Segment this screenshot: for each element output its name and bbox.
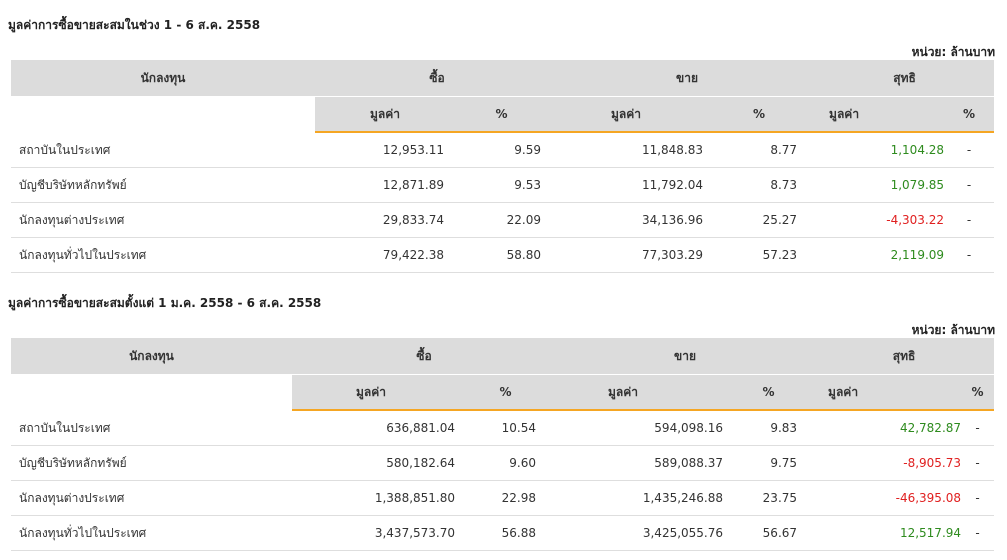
sell-percent: 9.83 (723, 410, 815, 446)
investor-header: นักลงทุน (11, 60, 315, 97)
table-row: นักลงทุนทั่วไปในประเทศ 3,437,573.70 56.8… (11, 515, 995, 551)
net-header: สุทธิ (814, 338, 995, 375)
net-value: 1,104.28 (815, 132, 945, 168)
net-percent: - (961, 515, 995, 551)
net-header: สุทธิ (815, 60, 995, 97)
net-percent: - (961, 445, 995, 481)
sell-percent: 8.73 (703, 167, 816, 203)
net-value: 1,079.85 (815, 167, 945, 203)
investor-name: บัญชีบริษัทหลักทรัพย์ (11, 167, 315, 203)
net-percent: - (961, 480, 995, 516)
buy-value: 12,953.11 (315, 132, 444, 168)
net-value: -46,395.08 (814, 480, 962, 516)
buy-percent: 9.53 (444, 167, 560, 203)
sell-header: ขาย (559, 60, 816, 97)
net-percent: - (944, 167, 995, 203)
buy-percent: 22.98 (455, 480, 557, 516)
investor-name: นักลงทุนทั่วไปในประเทศ (11, 237, 315, 273)
buy-value: 636,881.04 (292, 410, 455, 446)
net-value: 42,782.87 (814, 410, 962, 446)
sell-value: 11,792.04 (559, 167, 704, 203)
buy-percent-header: % (444, 96, 560, 133)
sell-percent: 57.23 (703, 237, 816, 273)
buy-value-header: มูลค่า (315, 96, 444, 133)
sell-value-header: มูลค่า (559, 96, 704, 133)
section-title: มูลค่าการซื้อขายสะสมตั้งแต่ 1 ม.ค. 2558 … (8, 296, 322, 310)
investor-name: สถาบันในประเทศ (11, 410, 292, 446)
table-row: สถาบันในประเทศ 12,953.11 9.59 11,848.83 … (11, 132, 995, 168)
sell-value: 11,848.83 (559, 132, 704, 168)
buy-value: 79,422.38 (315, 237, 444, 273)
sell-header: ขาย (556, 338, 815, 375)
table-row: นักลงทุนต่างประเทศ 1,388,851.80 22.98 1,… (11, 480, 995, 516)
sell-value: 3,425,055.76 (556, 515, 724, 551)
buy-value: 1,388,851.80 (292, 480, 455, 516)
net-value: -4,303.22 (815, 202, 945, 238)
sell-value: 589,088.37 (556, 445, 724, 481)
table-row: สถาบันในประเทศ 636,881.04 10.54 594,098.… (11, 410, 995, 446)
net-percent: - (944, 202, 995, 238)
header-spacer (11, 96, 315, 133)
net-value-header: มูลค่า (815, 96, 945, 133)
sell-percent: 56.67 (723, 515, 815, 551)
section-title: มูลค่าการซื้อขายสะสมในช่วง 1 - 6 ส.ค. 25… (8, 18, 261, 32)
sell-value: 34,136.96 (559, 202, 704, 238)
investor-name: บัญชีบริษัทหลักทรัพย์ (11, 445, 292, 481)
investor-name: นักลงทุนต่างประเทศ (11, 202, 315, 238)
table-row: นักลงทุนต่างประเทศ 29,833.74 22.09 34,13… (11, 202, 995, 238)
unit-label: หน่วย: ล้านบาท (911, 323, 995, 337)
net-value: 2,119.09 (815, 237, 945, 273)
investor-name: สถาบันในประเทศ (11, 132, 315, 168)
sell-value-header: มูลค่า (556, 374, 724, 411)
net-value-header: มูลค่า (814, 374, 962, 411)
buy-percent: 9.60 (455, 445, 557, 481)
investor-name: นักลงทุนทั่วไปในประเทศ (11, 515, 292, 551)
unit-label: หน่วย: ล้านบาท (911, 45, 995, 59)
trading-table: นักลงทุน ซื้อ ขาย สุทธิ มูลค่า % มูลค่า … (11, 338, 995, 551)
investor-name: นักลงทุนต่างประเทศ (11, 480, 292, 516)
net-percent-header: % (944, 96, 995, 133)
table-row: บัญชีบริษัทหลักทรัพย์ 12,871.89 9.53 11,… (11, 167, 995, 203)
buy-percent: 58.80 (444, 237, 560, 273)
buy-percent: 22.09 (444, 202, 560, 238)
buy-header: ซื้อ (315, 60, 560, 97)
sell-percent: 25.27 (703, 202, 816, 238)
buy-value: 3,437,573.70 (292, 515, 455, 551)
table-row: นักลงทุนทั่วไปในประเทศ 79,422.38 58.80 7… (11, 237, 995, 273)
buy-value: 29,833.74 (315, 202, 444, 238)
net-value: -8,905.73 (814, 445, 962, 481)
buy-value-header: มูลค่า (292, 374, 455, 411)
trading-table: นักลงทุน ซื้อ ขาย สุทธิ มูลค่า % มูลค่า … (11, 60, 995, 273)
net-percent: - (961, 410, 995, 446)
buy-percent: 56.88 (455, 515, 557, 551)
sell-value: 594,098.16 (556, 410, 724, 446)
sell-percent: 23.75 (723, 480, 815, 516)
buy-percent: 9.59 (444, 132, 560, 168)
sell-value: 77,303.29 (559, 237, 704, 273)
investor-header: นักลงทุน (11, 338, 292, 375)
header-spacer (11, 374, 292, 411)
sell-percent-header: % (723, 374, 815, 411)
net-percent-header: % (961, 374, 995, 411)
sell-value: 1,435,246.88 (556, 480, 724, 516)
table-row: บัญชีบริษัทหลักทรัพย์ 580,182.64 9.60 58… (11, 445, 995, 481)
buy-percent-header: % (455, 374, 557, 411)
sell-percent-header: % (703, 96, 816, 133)
sell-percent: 9.75 (723, 445, 815, 481)
buy-value: 12,871.89 (315, 167, 444, 203)
buy-value: 580,182.64 (292, 445, 455, 481)
net-percent: - (944, 237, 995, 273)
net-value: 12,517.94 (814, 515, 962, 551)
buy-percent: 10.54 (455, 410, 557, 446)
net-percent: - (944, 132, 995, 168)
buy-header: ซื้อ (292, 338, 557, 375)
sell-percent: 8.77 (703, 132, 816, 168)
